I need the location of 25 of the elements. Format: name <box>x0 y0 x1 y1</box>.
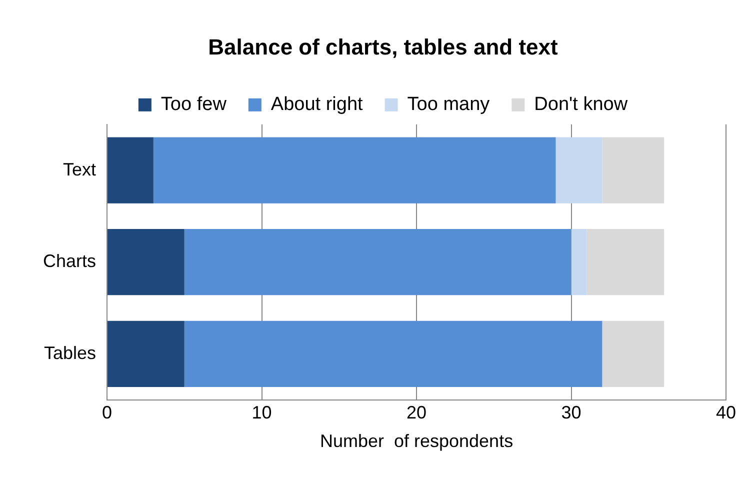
bar <box>184 229 572 296</box>
y-tick-label: Charts <box>43 251 96 272</box>
x-tick-label: 40 <box>716 402 736 423</box>
x-tick-label: 20 <box>406 402 427 423</box>
bar <box>184 320 602 387</box>
bar <box>602 137 664 204</box>
bar <box>602 320 664 387</box>
legend-label: Too many <box>407 94 490 116</box>
bar <box>108 320 184 387</box>
x-tick-label: 30 <box>561 402 582 423</box>
x-tick-label: 10 <box>252 402 272 423</box>
bar <box>571 229 587 296</box>
bar <box>108 229 184 296</box>
bar <box>586 229 664 296</box>
legend-label: About right <box>270 94 364 116</box>
bar <box>153 137 556 204</box>
legend-label: Don't know <box>534 94 628 116</box>
chart-title: Balance of charts, tables and text <box>208 34 559 60</box>
y-tick-label: Text <box>63 159 96 180</box>
y-tick-label: Tables <box>44 342 96 363</box>
bar <box>556 137 602 204</box>
legend-label: Too few <box>160 94 227 116</box>
x-axis-title: Number of respondents <box>320 431 514 452</box>
x-tick-label: 0 <box>102 402 112 423</box>
bar <box>108 137 154 204</box>
